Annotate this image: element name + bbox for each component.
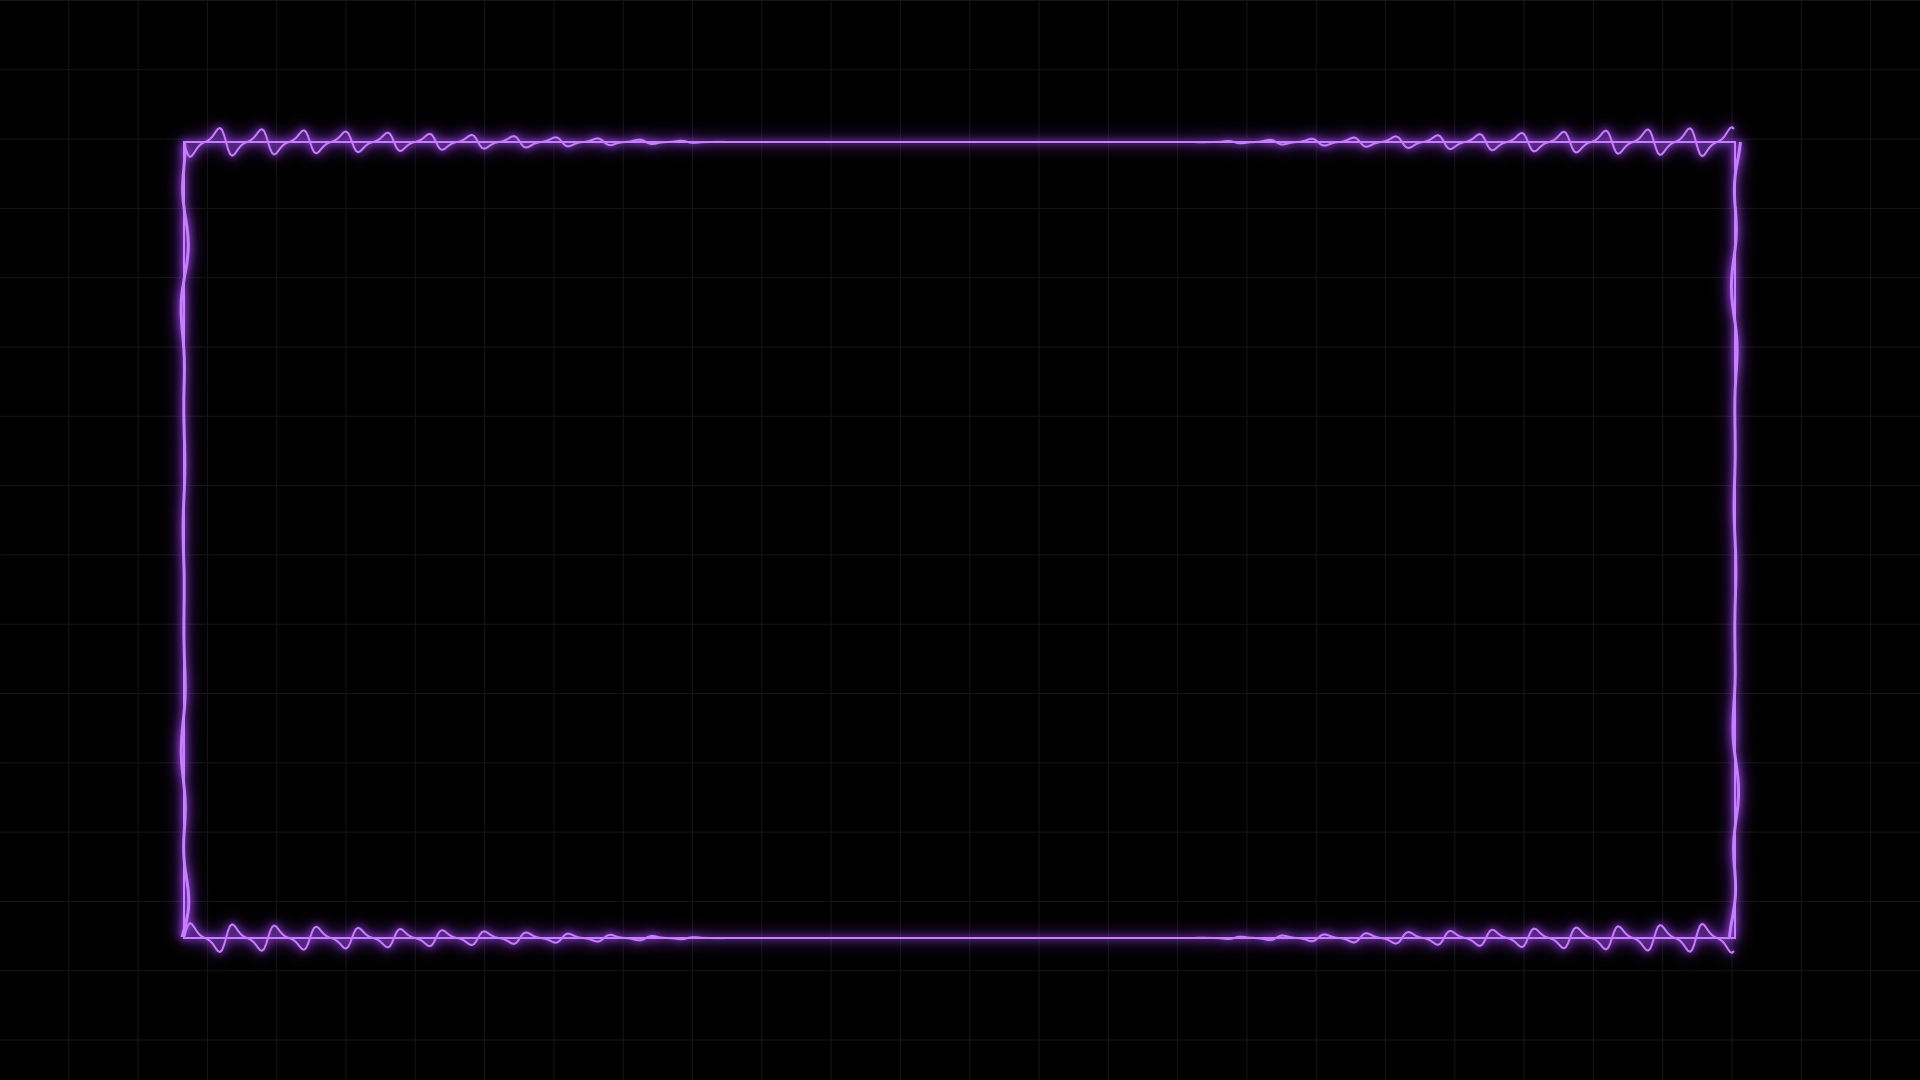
neon-frame [179, 126, 1742, 954]
left-wave [179, 141, 191, 938]
right-wave [1728, 141, 1742, 938]
bottom-wave [183, 922, 1735, 954]
top-wave [183, 126, 1735, 158]
